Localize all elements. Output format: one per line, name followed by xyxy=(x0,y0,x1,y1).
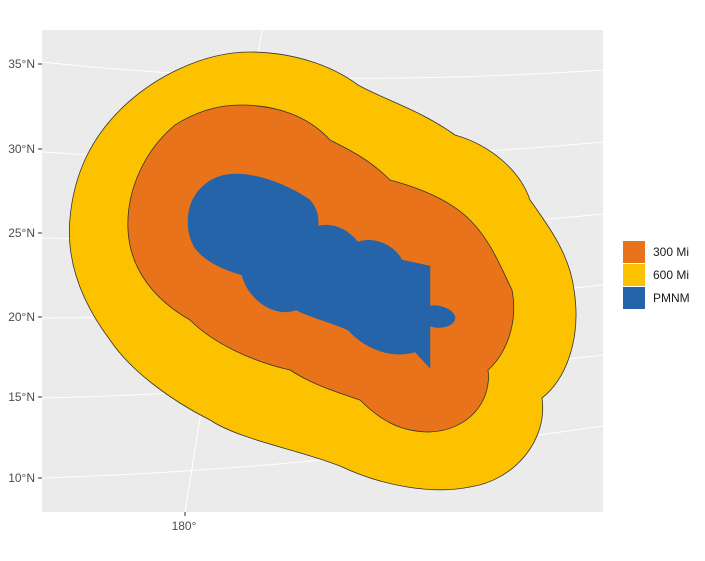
legend-item-600-mi: 600 Mi xyxy=(623,263,690,286)
y-label-30n: 30°N xyxy=(8,142,35,156)
y-label-35n: 35°N xyxy=(8,57,35,71)
legend-swatch-300-mi xyxy=(623,240,645,263)
legend-label-300-mi: 300 Mi xyxy=(653,244,690,259)
legend: 300 Mi 600 Mi PMNM xyxy=(623,240,690,309)
y-label-20n: 20°N xyxy=(8,310,35,324)
y-label-10n: 10°N xyxy=(8,471,35,485)
legend-item-pmnm: PMNM xyxy=(623,286,690,309)
legend-item-300-mi: 300 Mi xyxy=(623,240,690,263)
x-label-180: 180° xyxy=(172,519,197,533)
legend-label-600-mi: 600 Mi xyxy=(653,267,690,282)
legend-label-pmnm: PMNM xyxy=(653,290,690,305)
y-axis-ticks xyxy=(38,63,42,479)
legend-swatch-600-mi xyxy=(623,263,645,286)
y-label-15n: 15°N xyxy=(8,390,35,404)
zone-pmnm xyxy=(187,173,456,369)
legend-swatch-pmnm xyxy=(623,286,645,309)
y-label-25n: 25°N xyxy=(8,226,35,240)
